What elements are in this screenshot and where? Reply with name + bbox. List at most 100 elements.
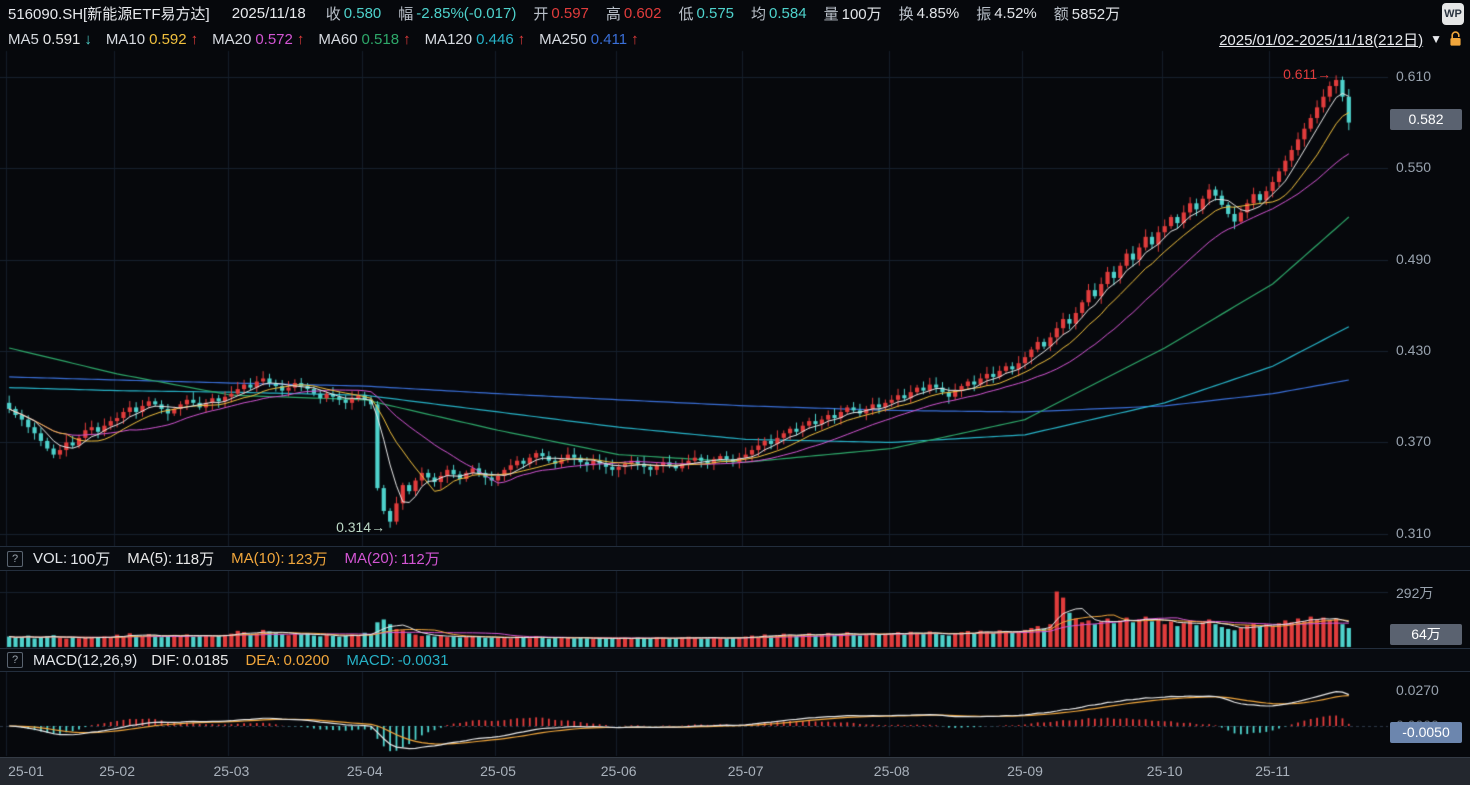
price-axis-label: 0.610 bbox=[1396, 68, 1432, 84]
indicator-value: 100万 bbox=[70, 551, 111, 568]
symbol-name: 516090.SH[新能源ETF易方达] bbox=[8, 6, 210, 23]
price-axis-label: 0.370 bbox=[1396, 433, 1432, 449]
lock-icon[interactable] bbox=[1449, 31, 1462, 47]
macd-legend-items: DIF: 0.0185 DEA: 0.0200 MACD: -0.0031 bbox=[151, 652, 465, 669]
quote-field-value: 0.602 bbox=[623, 5, 662, 22]
x-axis-label: 25-01 bbox=[8, 763, 44, 779]
price-axis-label: 0.430 bbox=[1396, 342, 1432, 358]
period-low-annotation: 0.314→ bbox=[336, 519, 386, 535]
indicator-label: MACD: bbox=[346, 651, 395, 669]
ma-value: 0.592 bbox=[149, 30, 187, 48]
period-high-annotation: 0.611→ bbox=[1283, 66, 1332, 82]
x-axis-label: 25-07 bbox=[727, 763, 764, 779]
indicator-value: 123万 bbox=[287, 551, 328, 568]
ma-label: MA10 bbox=[105, 30, 146, 48]
indicator-legend-item: VOL: 100万 bbox=[33, 548, 110, 569]
quote-field-value: 0.597 bbox=[551, 5, 589, 22]
quote-field-value: 5852万 bbox=[1071, 6, 1121, 23]
date-range-selector[interactable]: 2025/01/02-2025/11/18(212日) bbox=[1219, 31, 1424, 49]
quote-field: 低 0.575 bbox=[678, 3, 734, 24]
quote-field-value: 4.52% bbox=[994, 5, 1037, 22]
macd-title: MACD(12,26,9) bbox=[33, 651, 138, 669]
quote-fields: 收 0.580 幅 -2.85%(-0.017) 开 0.597 高 0.602… bbox=[326, 3, 1137, 24]
quote-field-value: -2.85%(-0.017) bbox=[416, 5, 517, 22]
x-axis-label: 25-10 bbox=[1146, 763, 1183, 779]
quote-field-label: 额 bbox=[1053, 6, 1069, 23]
indicator-legend-item: MACD: -0.0031 bbox=[346, 652, 448, 669]
x-axis: 25-01 25-02 25-03 25-04 25-05 25-06 25-07 25-08… bbox=[0, 757, 1470, 785]
ma-value: 0.446 bbox=[476, 30, 514, 48]
ma-legend-items: MA5 0.591 ↓ MA10 0.592 ↑ MA20 0.572 ↑ MA… bbox=[8, 31, 653, 48]
quote-field-label: 幅 bbox=[398, 6, 414, 23]
volume-badge: 64万 bbox=[1390, 624, 1462, 645]
quote-field-label: 低 bbox=[678, 6, 694, 23]
quote-field-label: 量 bbox=[823, 6, 839, 23]
indicator-legend-item: MA(5): 118万 bbox=[127, 548, 214, 569]
quote-field-value: 0.580 bbox=[343, 5, 382, 22]
volume-legend-items: VOL: 100万 MA(5): 118万 MA(10): 123万 MA(20… bbox=[33, 548, 457, 569]
indicator-value: -0.0031 bbox=[397, 651, 449, 669]
price-axis-label: 0.490 bbox=[1396, 251, 1432, 267]
indicator-value: 0.0200 bbox=[283, 651, 330, 669]
quote-field-label: 开 bbox=[533, 6, 549, 23]
ma-label: MA250 bbox=[539, 30, 587, 48]
indicator-label: DEA: bbox=[245, 651, 281, 669]
ma-legend-bar: MA5 0.591 ↓ MA10 0.592 ↑ MA20 0.572 ↑ MA… bbox=[0, 27, 1470, 51]
quote-field-label: 振 bbox=[976, 6, 992, 23]
quote-field-label: 收 bbox=[325, 6, 341, 23]
x-axis-label: 25-02 bbox=[99, 763, 135, 779]
ma-trend-arrow: ↑ bbox=[190, 30, 199, 48]
quote-field: 均 0.584 bbox=[751, 3, 807, 24]
wp-watermark-logo: WP bbox=[1442, 3, 1464, 25]
ma-trend-arrow: ↑ bbox=[403, 30, 411, 48]
quote-date: 2025/11/18 bbox=[231, 5, 306, 22]
quote-field-value: 0.575 bbox=[696, 5, 735, 22]
help-icon[interactable]: ? bbox=[7, 652, 23, 668]
x-axis-label: 25-09 bbox=[1007, 763, 1043, 779]
x-axis-label: 25-04 bbox=[346, 763, 383, 779]
x-axis-label: 25-05 bbox=[480, 763, 516, 779]
quote-field: 幅 -2.85%(-0.017) bbox=[398, 3, 516, 24]
ma-trend-arrow: ↑ bbox=[517, 30, 526, 48]
x-axis-label: 25-08 bbox=[873, 763, 910, 779]
quote-field: 量 100万 bbox=[824, 3, 882, 24]
macd-axis-label: 0.0270 bbox=[1396, 682, 1439, 698]
ma-value: 0.411 bbox=[590, 30, 628, 48]
ma-value: 0.572 bbox=[255, 30, 293, 48]
indicator-legend-item: MA(10): 123万 bbox=[231, 548, 327, 569]
chevron-down-icon[interactable]: ▼ bbox=[1430, 32, 1442, 46]
ma-legend-item: MA5 0.591 ↓ bbox=[8, 31, 92, 48]
quote-field-label: 高 bbox=[605, 6, 621, 23]
quote-field: 额 5852万 bbox=[1054, 3, 1120, 24]
ma-label: MA5 bbox=[8, 30, 39, 48]
quote-field-value: 0.584 bbox=[769, 5, 807, 22]
price-axis-label: 0.550 bbox=[1396, 159, 1432, 175]
quote-field-value: 100万 bbox=[841, 6, 882, 23]
help-icon[interactable]: ? bbox=[7, 550, 23, 567]
quote-field-label: 均 bbox=[751, 6, 767, 23]
ma-label: MA20 bbox=[212, 30, 252, 48]
indicator-legend-item: MA(20): 112万 bbox=[345, 548, 440, 569]
last-price-badge: 0.582 bbox=[1390, 109, 1462, 130]
indicator-legend-item: DIF: 0.0185 bbox=[151, 652, 228, 669]
indicator-label: VOL: bbox=[33, 550, 68, 567]
indicator-label: DIF: bbox=[151, 651, 180, 669]
ma-legend-item: MA120 0.446 ↑ bbox=[425, 31, 526, 48]
quote-field: 换 4.85% bbox=[899, 3, 960, 24]
price-axis-label: 0.310 bbox=[1396, 525, 1432, 541]
date-range-group: 2025/01/02-2025/11/18(212日) ▼ bbox=[1219, 29, 1462, 50]
ma-legend-item: MA20 0.572 ↑ bbox=[212, 31, 304, 48]
ma-label: MA60 bbox=[318, 30, 358, 48]
indicator-legend-item: DEA: 0.0200 bbox=[245, 652, 329, 669]
indicator-value: 118万 bbox=[175, 551, 215, 568]
ma-legend-item: MA60 0.518 ↑ bbox=[318, 31, 410, 48]
ma-value: 0.591 bbox=[42, 30, 81, 48]
macd-badge: -0.0050 bbox=[1390, 722, 1462, 743]
x-axis-label: 25-06 bbox=[600, 763, 637, 779]
indicator-value: 0.0185 bbox=[182, 651, 229, 669]
quote-header-bar: 516090.SH[新能源ETF易方达] 2025/11/18 收 0.580 … bbox=[0, 0, 1470, 27]
ma-value: 0.518 bbox=[361, 30, 400, 48]
x-axis-label: 25-11 bbox=[1255, 763, 1291, 779]
ma-legend-item: MA10 0.592 ↑ bbox=[106, 31, 198, 48]
